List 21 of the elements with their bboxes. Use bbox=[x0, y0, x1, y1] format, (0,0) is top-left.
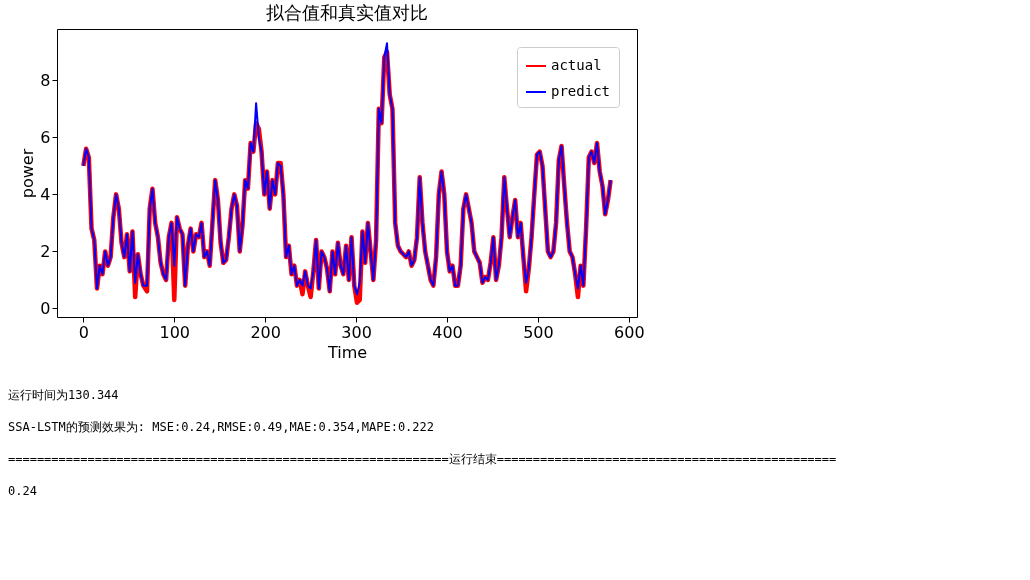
x-tick-label: 100 bbox=[159, 322, 191, 342]
y-tick-label: 8 bbox=[40, 70, 51, 90]
x-tick-label: 400 bbox=[432, 322, 463, 342]
legend-label: predict bbox=[551, 83, 611, 99]
text: =============================================================运行结束=============================================== bbox=[8, 451, 838, 468]
x-tick-label: 300 bbox=[341, 322, 372, 342]
y-tick-label: 0 bbox=[40, 298, 51, 318]
x-tick-label: 500 bbox=[523, 322, 554, 342]
y-tick-label: 2 bbox=[40, 241, 51, 261]
x-tick-label: 600 bbox=[614, 322, 645, 342]
text: SSA-LSTM的预测效果为: MSE:0.24,RMSE:0.49,MAE:0.354,MAPE:0.222 bbox=[8, 419, 435, 436]
text: 运行时间为130.344 bbox=[8, 387, 120, 404]
y-axis-title: power bbox=[18, 148, 38, 199]
text: 0.24 bbox=[8, 483, 38, 500]
x-axis-title: Time bbox=[326, 342, 368, 362]
y-tick-label: 4 bbox=[40, 184, 51, 204]
legend-label: actual bbox=[551, 57, 602, 73]
x-tick-label: 200 bbox=[250, 322, 281, 342]
chart-title: 拟合值和真实值对比 bbox=[266, 2, 428, 23]
y-tick-label: 6 bbox=[40, 127, 51, 147]
x-tick-label: 0 bbox=[78, 322, 89, 342]
